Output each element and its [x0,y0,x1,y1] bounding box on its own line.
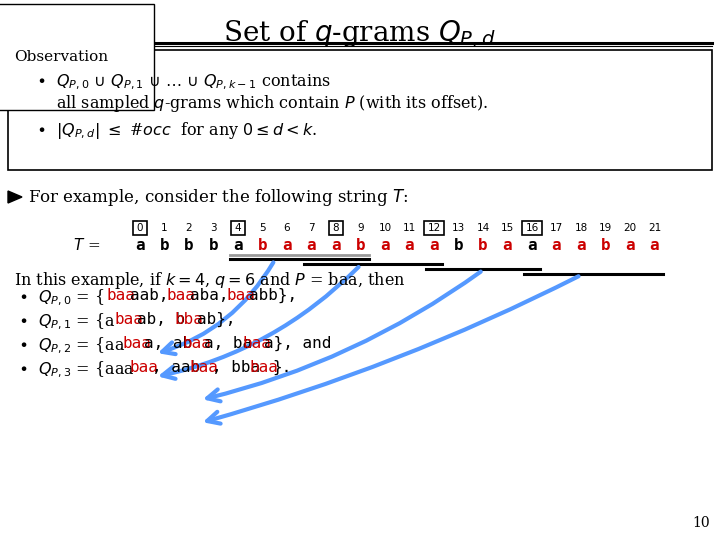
Text: $\bullet$  $Q_{P,2}$ = {aa: $\bullet$ $Q_{P,2}$ = {aa [18,336,125,356]
Text: 4: 4 [235,223,241,233]
Text: a: a [233,238,243,253]
Text: baa: baa [227,288,256,303]
Text: 12: 12 [428,223,441,233]
Text: baa: baa [130,360,158,375]
Text: 20: 20 [624,223,636,233]
Text: 3: 3 [210,223,217,233]
Text: a: a [282,238,292,253]
Text: 2: 2 [186,223,192,233]
Text: 19: 19 [599,223,612,233]
Text: a: a [331,238,341,253]
Text: Observation: Observation [14,50,108,64]
Bar [424,221,444,235]
Bar [8,50,712,170]
Text: $\bullet$  $Q_{P,3}$ = {aaa: $\bullet$ $Q_{P,3}$ = {aaa [18,360,135,380]
Text: $\bullet$  $Q_{P,0}$ = {: $\bullet$ $Q_{P,0}$ = { [18,288,104,308]
Text: 1: 1 [161,223,168,233]
Text: 7: 7 [308,223,315,233]
Text: b: b [478,238,488,253]
Text: baa: baa [189,360,218,375]
Text: a: a [405,238,414,253]
Text: a: a [503,238,513,253]
Text: a: a [625,238,635,253]
Text: , bba: , bba [212,360,260,375]
Text: b: b [356,238,365,253]
Text: 12: 12 [428,223,441,233]
Text: 11: 11 [403,223,416,233]
Text: a, ba: a, ba [204,336,253,351]
Text: $\bullet$  $|Q_{P,d}|$ $\leq$ #$occ$  for any $0 \leq d < k$.: $\bullet$ $|Q_{P,d}|$ $\leq$ #$occ$ for … [36,120,317,141]
Text: ab, b: ab, b [137,312,185,327]
Text: }.: }. [272,360,292,375]
Text: 16: 16 [526,223,539,233]
Text: b: b [600,238,611,253]
Text: b: b [209,238,218,253]
Text: 8: 8 [333,223,339,233]
Text: baa: baa [114,312,143,327]
Text: 8: 8 [333,223,339,233]
Text: baa: baa [182,336,211,351]
Text: bba: bba [174,312,203,327]
Text: a: a [576,238,586,253]
Text: In this example, if $k = 4$, $q = 6$ and $P$ = baa, then: In this example, if $k = 4$, $q = 6$ and… [14,270,405,291]
Text: 0: 0 [137,223,143,233]
Text: a: a [649,238,660,253]
Text: b: b [454,238,463,253]
Text: , aab: , aab [152,360,200,375]
Text: $\bullet$  $Q_{P,1}$ = {a: $\bullet$ $Q_{P,1}$ = {a [18,312,116,332]
Text: a: a [135,238,145,253]
Text: baa: baa [242,336,271,351]
Text: abb},: abb}, [250,288,297,303]
Text: baa: baa [250,360,279,375]
Text: 18: 18 [575,223,588,233]
Text: Set of $q$-grams $Q_{P,d}$: Set of $q$-grams $Q_{P,d}$ [223,18,497,50]
Text: a}, and: a}, and [264,336,332,351]
Text: a: a [527,238,537,253]
Bar [329,221,343,235]
Text: 4: 4 [235,223,241,233]
Text: b: b [258,238,267,253]
Text: $T$ =: $T$ = [73,237,100,253]
Text: For example, consider the following string $T$:: For example, consider the following stri… [28,186,408,207]
Text: 16: 16 [526,223,539,233]
Text: baa: baa [167,288,196,303]
Text: 10: 10 [693,516,710,530]
Text: 21: 21 [648,223,661,233]
Text: a: a [307,238,316,253]
Text: aba,: aba, [189,288,238,303]
Text: b: b [184,238,194,253]
Text: a: a [552,238,562,253]
Text: 15: 15 [501,223,514,233]
Text: 17: 17 [550,223,563,233]
Bar [133,221,147,235]
Text: 0: 0 [137,223,143,233]
Text: 10: 10 [379,223,392,233]
Text: aab,: aab, [130,288,178,303]
Text: a: a [429,238,438,253]
Bar [231,221,245,235]
Text: 9: 9 [357,223,364,233]
Bar [522,221,542,235]
Text: 5: 5 [259,223,266,233]
Text: b: b [160,238,169,253]
Text: 13: 13 [452,223,465,233]
Text: baa: baa [122,336,151,351]
Text: a, ab: a, ab [145,336,193,351]
Text: a: a [380,238,390,253]
Text: baa: baa [107,288,136,303]
Text: $\bullet$  $Q_{P,0}$ $\cup$ $Q_{P,1}$ $\cup$ $\ldots$ $\cup$ $Q_{P,k-1}$ contain: $\bullet$ $Q_{P,0}$ $\cup$ $Q_{P,1}$ $\c… [36,73,330,92]
Text: 14: 14 [477,223,490,233]
Text: all sampled $q$-grams which contain $P$ (with its offset).: all sampled $q$-grams which contain $P$ … [56,93,488,114]
Text: 6: 6 [284,223,290,233]
Text: ab},: ab}, [197,312,235,327]
Polygon shape [8,191,22,203]
